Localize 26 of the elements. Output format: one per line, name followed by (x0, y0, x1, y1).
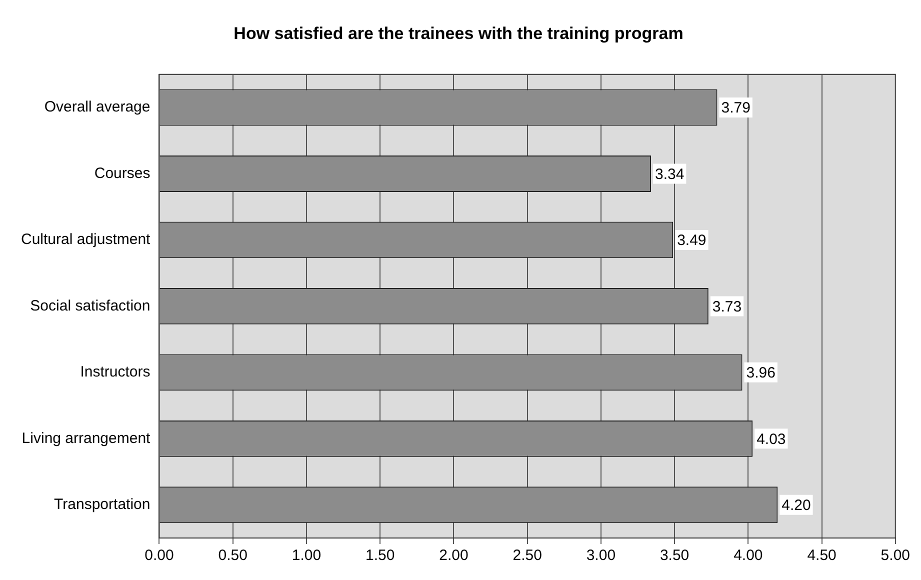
x-tick-label: 2.50 (512, 547, 542, 564)
y-tick-label: Living arrangement (22, 430, 152, 447)
y-tick-label: Transportation (54, 496, 150, 514)
data-label: 3.79 (721, 100, 750, 117)
y-tick-label: Cultural adjustment (20, 231, 152, 248)
x-tick-label: 4.50 (807, 547, 836, 564)
x-tick-label: 3.50 (660, 547, 690, 564)
x-tick-label: 1.00 (292, 547, 322, 564)
data-label: 4.03 (756, 430, 786, 448)
x-tick-label: 1.50 (365, 547, 395, 564)
data-label: 3.49 (677, 232, 706, 250)
data-label: 3.73 (712, 298, 742, 316)
y-tick-label: Courses (94, 164, 150, 182)
data-label: 3.96 (746, 364, 776, 382)
data-label: 4.20 (782, 497, 811, 514)
x-tick-label: 3.00 (586, 547, 616, 564)
x-tick-label: 0.50 (218, 547, 248, 564)
x-tick-label: 5.00 (880, 547, 910, 564)
y-tick-label: Instructors (80, 364, 150, 381)
y-tick-label: Overall average (44, 98, 150, 116)
chart-title: How satisfied are the trainees with the training program (234, 24, 684, 43)
y-tick-label: Social satisfaction (30, 297, 150, 314)
data-label: 3.34 (654, 166, 684, 183)
x-tick-label: 0.00 (144, 547, 174, 564)
x-tick-label: 2.00 (439, 547, 468, 564)
x-tick-label: 4.00 (734, 547, 763, 564)
